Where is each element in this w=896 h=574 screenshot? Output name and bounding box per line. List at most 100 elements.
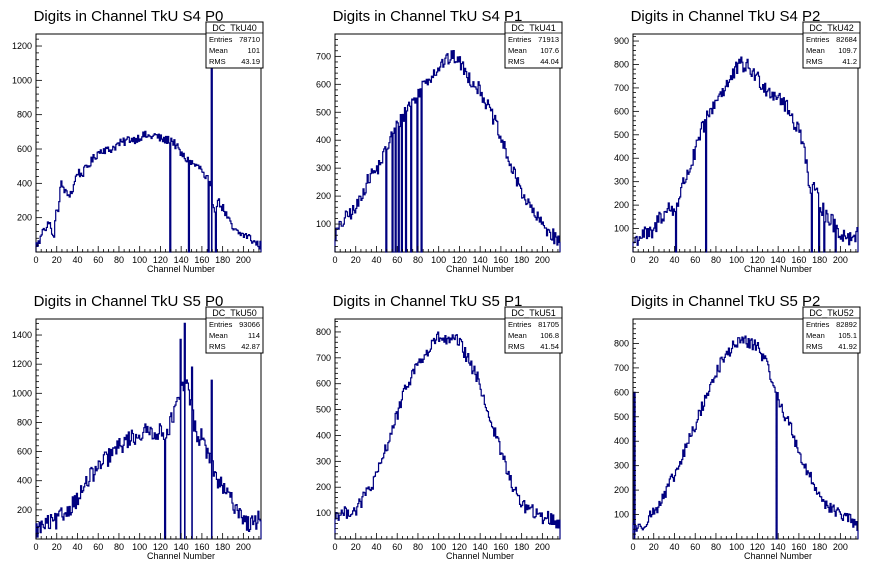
stats-box: DC_TkU51 Entries 81705 Mean 106.8 RMS 41.54	[504, 306, 563, 354]
y-tick-label: 800	[614, 59, 629, 69]
y-tick-label: 800	[614, 338, 629, 348]
stats-key: Mean	[806, 331, 825, 340]
stats-box-frame	[802, 306, 861, 354]
stats-value: 106.8	[540, 331, 559, 340]
stats-value: 114	[248, 331, 260, 340]
stats-name: DC_TkU40	[212, 23, 257, 33]
y-tick-label: 200	[316, 191, 331, 201]
chart-title: Digits in Channel TkU S4 P1	[333, 8, 523, 25]
stats-key: Entries	[209, 320, 233, 329]
x-tick-label: 40	[72, 542, 82, 552]
y-tick-label: 600	[614, 106, 629, 116]
x-tick-label: 180	[812, 255, 827, 265]
plot-frame	[35, 318, 262, 540]
stats-box: DC_TkU42 Entries 82684 Mean 109.7 RMS 41.2	[802, 21, 861, 69]
stats-key: RMS	[806, 57, 823, 66]
stats-box: DC_TkU50 Entries 93066 Mean 114 RMS 42.87	[205, 306, 264, 354]
stats-value: 41.54	[540, 342, 559, 351]
stats-key: Mean	[508, 331, 527, 340]
stats-value: 44.04	[540, 57, 559, 66]
y-tick-label: 200	[17, 505, 32, 515]
x-tick-label: 80	[413, 255, 423, 265]
x-tick-label: 20	[649, 542, 659, 552]
plot-frame	[632, 318, 859, 540]
y-tick-label: 600	[614, 387, 629, 397]
x-tick-label: 0	[332, 255, 337, 265]
y-tick-label: 600	[17, 144, 32, 154]
stats-value: 43.19	[241, 57, 260, 66]
histogram-line	[632, 335, 859, 540]
stats-name: DC_TkU51	[511, 308, 556, 318]
y-tick-label: 500	[614, 130, 629, 140]
stats-key: Entries	[806, 320, 830, 329]
y-tick-label: 1000	[12, 75, 32, 85]
x-tick-label: 100	[431, 255, 446, 265]
y-tick-label: 1000	[12, 388, 32, 398]
stats-value: 93066	[239, 320, 260, 329]
stats-value: 82684	[836, 35, 857, 44]
stats-name: DC_TkU50	[212, 308, 257, 318]
stats-name: DC_TkU42	[809, 23, 854, 33]
stats-name: DC_TkU52	[809, 308, 854, 318]
y-tick-label: 100	[614, 510, 629, 520]
stats-value: 105.1	[838, 331, 857, 340]
x-tick-label: 140	[174, 542, 189, 552]
x-tick-label: 60	[93, 255, 103, 265]
plot-frame	[334, 33, 561, 253]
y-tick-label: 700	[614, 83, 629, 93]
x-axis-label: Channel Number	[147, 264, 215, 274]
stats-value: 109.7	[838, 46, 857, 55]
chart-title: Digits in Channel TkU S4 P2	[631, 8, 821, 25]
x-tick-label: 20	[351, 255, 361, 265]
x-tick-label: 40	[669, 255, 679, 265]
x-tick-label: 80	[711, 255, 721, 265]
y-tick-label: 400	[316, 430, 331, 440]
stats-key: RMS	[806, 342, 823, 351]
stats-box-frame	[504, 306, 563, 354]
y-tick-label: 600	[17, 447, 32, 457]
stats-key: RMS	[209, 57, 226, 66]
x-tick-label: 120	[750, 542, 765, 552]
stats-key: RMS	[508, 342, 525, 351]
y-tick-label: 200	[614, 485, 629, 495]
x-tick-label: 40	[669, 542, 679, 552]
x-tick-label: 100	[132, 255, 147, 265]
histogram-panel-1: Digits in Channel TkU S4 P1 0 20 40 60 80 100 1…	[316, 8, 563, 274]
stats-value: 41.92	[838, 342, 857, 351]
stats-value: 78710	[239, 35, 260, 44]
x-tick-label: 180	[215, 255, 230, 265]
y-tick-label: 400	[17, 476, 32, 486]
stats-value: 107.6	[540, 46, 559, 55]
x-tick-label: 160	[194, 255, 209, 265]
stats-box-frame	[802, 21, 861, 69]
y-tick-label: 1200	[12, 359, 32, 369]
x-tick-label: 140	[771, 255, 786, 265]
y-tick-label: 300	[316, 456, 331, 466]
y-tick-label: 700	[316, 353, 331, 363]
stats-key: Entries	[508, 320, 532, 329]
stats-key: Mean	[508, 46, 527, 55]
x-tick-label: 20	[52, 255, 62, 265]
stats-value: 82892	[836, 320, 857, 329]
x-tick-label: 140	[771, 542, 786, 552]
y-tick-label: 400	[614, 153, 629, 163]
x-tick-label: 180	[215, 542, 230, 552]
histogram-line	[35, 322, 262, 540]
x-tick-label: 80	[114, 542, 124, 552]
x-axis-label: Channel Number	[744, 551, 812, 561]
x-tick-label: 80	[114, 255, 124, 265]
histogram-panel-5: Digits in Channel TkU S5 P2 0 20 40 60 80 100 1…	[614, 293, 861, 561]
chart-title: Digits in Channel TkU S4 P0	[34, 8, 224, 25]
x-tick-label: 180	[514, 255, 529, 265]
y-tick-label: 800	[316, 327, 331, 337]
plot-frame	[632, 33, 859, 253]
stats-value: 41.2	[842, 57, 857, 66]
y-tick-label: 400	[17, 178, 32, 188]
stats-value: 71913	[538, 35, 559, 44]
x-tick-label: 60	[392, 542, 402, 552]
x-tick-label: 140	[473, 255, 488, 265]
x-tick-label: 180	[812, 542, 827, 552]
x-tick-label: 120	[153, 542, 168, 552]
y-tick-label: 100	[316, 219, 331, 229]
